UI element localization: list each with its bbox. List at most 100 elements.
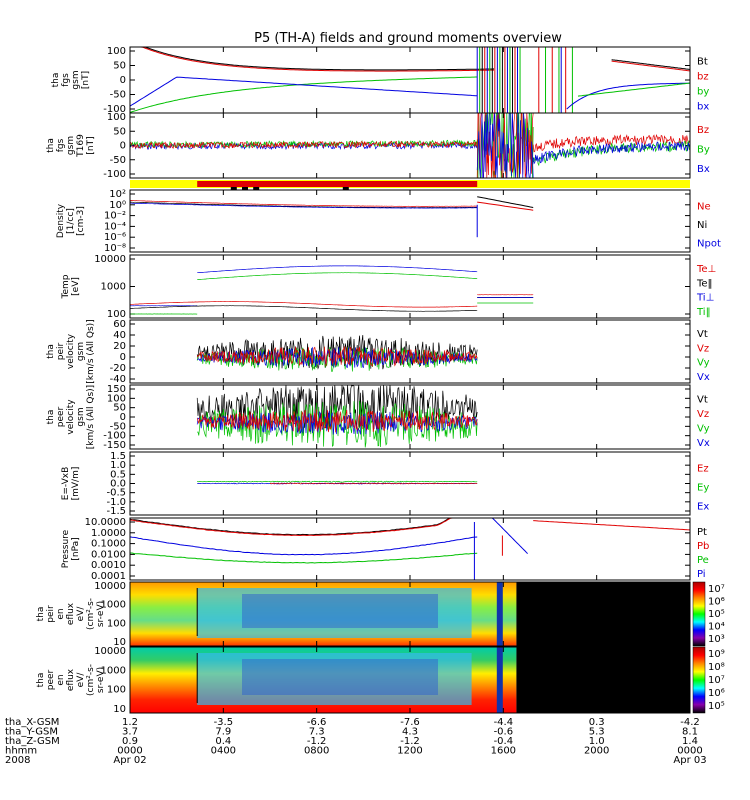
colorbar-label: 10⁶: [708, 597, 725, 608]
y-tick-label: 50: [113, 403, 126, 414]
y-tick-label: 10²: [109, 189, 126, 200]
y-tick-label: 1.0000: [91, 528, 126, 539]
series-bz-2: [611, 60, 691, 72]
colorbar-label: 10³: [708, 634, 725, 645]
y-axis-label: Temp[eV]: [61, 274, 81, 299]
ephemeris-value: 0.9: [122, 736, 138, 747]
ephemeris-value: 3.7: [122, 727, 138, 738]
y-tick-label: -20: [110, 363, 126, 374]
mode-bar-mark: [242, 187, 248, 190]
series-bz: [130, 46, 494, 72]
y-tick-label: 20: [113, 341, 126, 352]
legend-entry: By: [697, 145, 710, 156]
y-tick-label: -1.0: [106, 497, 126, 508]
y-tick-label: -100: [103, 169, 126, 180]
ephemeris-value: 1.4: [682, 736, 698, 747]
y-axis-label-line: fgs: [56, 138, 66, 152]
ephemeris-value: -0.4: [494, 736, 514, 747]
y-axis-label-line: sr-eV): [96, 667, 106, 693]
y-tick-label: 10.0000: [85, 517, 126, 528]
ephemeris-value: 0000: [117, 746, 142, 757]
y-axis-label-line: peir: [56, 342, 66, 360]
ephemeris-value: -4.2: [680, 717, 700, 728]
y-tick-label: 50: [113, 126, 126, 137]
y-tick-label: -0.5: [106, 488, 126, 499]
y-tick-label: 0.0: [110, 479, 126, 490]
y-axis-label-line: [nPa]: [71, 537, 81, 560]
legend-entry: Ni: [697, 220, 707, 231]
y-tick-label: 100: [107, 46, 126, 57]
legend-entry: Vy: [697, 358, 710, 369]
ephemeris-row-label: 2008: [5, 755, 30, 766]
legend-entry: Bz: [697, 125, 709, 136]
series-vz: [196, 346, 478, 367]
colorbar: [692, 581, 706, 647]
y-axis-label-line: fgs: [61, 73, 71, 87]
y-axis-label-line: [cm-3]: [76, 206, 86, 236]
colorbar-label: 10⁹: [708, 649, 725, 660]
y-axis-label-line: T169: [76, 134, 86, 158]
y-tick-label: 1.0: [110, 460, 126, 471]
y-axis-label-line: eflux: [66, 602, 76, 625]
y-tick-label: 10000: [94, 581, 126, 592]
y-axis-label-line: [nT]: [86, 136, 96, 154]
colorbar-label: 10⁵: [708, 609, 725, 620]
y-axis-label-line: (cm²-s-: [86, 598, 96, 630]
series-bx: [129, 76, 478, 107]
y-tick-label: -50: [110, 90, 126, 101]
y-axis-label-line: Pressure: [61, 529, 71, 568]
legend-entry: Npot: [697, 239, 721, 250]
ephemeris-value: 0.3: [589, 717, 605, 728]
colorbar-label: 10⁸: [708, 662, 725, 673]
series-ni-2: [477, 196, 534, 208]
ephemeris-value: -7.6: [400, 717, 420, 728]
y-tick-label: 1000: [101, 282, 126, 293]
y-tick-label: 0: [120, 75, 126, 86]
ephemeris-row-label: tha_X-GSM: [5, 717, 59, 728]
legend-entry: Ti‖: [696, 307, 711, 318]
y-tick-label: -100: [103, 104, 126, 115]
legend-entry: Vz: [697, 343, 709, 354]
y-axis-label: Pressure[nPa]: [61, 529, 81, 568]
panel-frame: [129, 254, 691, 319]
ephemeris-value: 1200: [397, 746, 422, 757]
legend-entry: by: [697, 87, 709, 98]
y-axis-label-line: (cm²-s-: [86, 664, 96, 696]
y-axis-label-line: peir: [46, 605, 56, 623]
y-axis-label-line: peer: [46, 669, 56, 690]
panel-espec_i: 10000 1000 100 10 thapeirenefluxeV/(cm²-s-sr…: [36, 581, 690, 648]
colorbar-label: 10⁵: [708, 701, 725, 712]
y-axis-label-line: tha: [36, 607, 46, 622]
y-tick-label: 10⁻⁶: [104, 232, 126, 243]
ephemeris-row-label: hhmm: [5, 746, 37, 757]
y-tick-label: 0.1000: [91, 539, 126, 550]
panel-efield: 1.51.00.50.0-0.5-1.0-1.5 E=-VxB[mV/m] Ez Ey…: [61, 451, 709, 517]
y-tick-label: 100: [107, 618, 126, 629]
y-tick-label: -100: [103, 431, 126, 442]
y-tick-label: 0.0001: [91, 571, 126, 582]
ephemeris-value: 7.9: [215, 727, 231, 738]
y-axis-label-line: tha: [46, 344, 56, 359]
y-axis-label-line: [nT]: [81, 71, 91, 89]
legend-entry: Vt: [697, 329, 708, 340]
series-ne-2: [477, 201, 534, 211]
mode-bar: [130, 180, 690, 190]
mode-bar-mark: [230, 187, 237, 190]
ephemeris-row-label: tha_Y-GSM: [5, 727, 58, 738]
y-axis-label-line: eV/: [76, 672, 86, 688]
legend-entry: Bx: [697, 164, 710, 175]
series-ne: [129, 200, 478, 207]
y-tick-label: 0.0100: [91, 549, 126, 560]
ephemeris-value: 4.3: [402, 727, 418, 738]
series-vx: [197, 346, 478, 368]
ephemeris-value: Apr 03: [673, 755, 706, 766]
legend-entry: bx: [697, 102, 709, 113]
y-axis-label-line: tha: [46, 410, 56, 425]
spectrogram-band: [496, 582, 503, 646]
series-by: [129, 76, 478, 113]
y-axis-label: thapeervelocitygsm[km/s (All Qs)]: [46, 385, 96, 449]
